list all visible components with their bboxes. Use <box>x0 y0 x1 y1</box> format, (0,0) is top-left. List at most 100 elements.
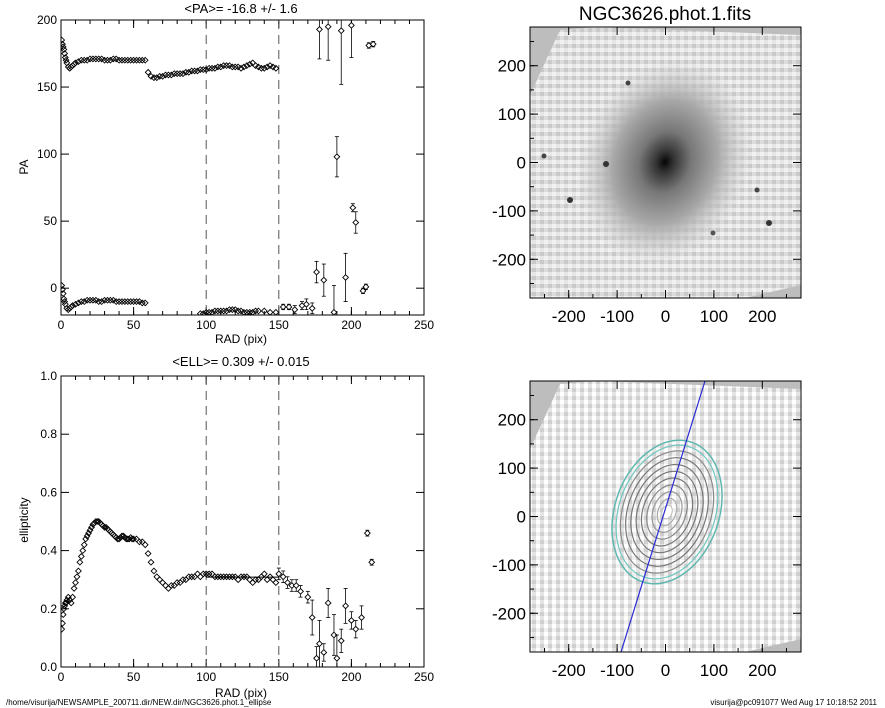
data-point <box>80 298 88 306</box>
data-point <box>308 304 316 312</box>
data-point <box>255 307 262 315</box>
ellipticity-panel: <ELL>= 0.309 +/- 0.015 ellipticity RAD (… <box>17 354 434 700</box>
x-tick-label: 200 <box>341 670 361 684</box>
data-point <box>185 68 193 76</box>
data-point <box>77 552 85 560</box>
data-point <box>363 529 371 537</box>
data-point <box>135 56 143 64</box>
data-point <box>313 654 320 662</box>
data-point <box>199 570 207 578</box>
data-point <box>83 56 91 64</box>
star <box>603 161 609 167</box>
y-tick-label: 100 <box>498 105 526 124</box>
data-point <box>130 56 138 64</box>
data-point <box>217 573 225 581</box>
star <box>766 220 772 226</box>
data-point <box>173 70 181 78</box>
data-point <box>130 535 138 543</box>
data-point <box>304 593 312 601</box>
data-point <box>223 307 230 315</box>
y-tick-label: 100 <box>37 147 57 161</box>
data-point <box>220 307 228 315</box>
data-point <box>320 649 328 656</box>
data-point <box>313 268 320 276</box>
data-point <box>138 56 146 64</box>
data-point <box>352 625 360 633</box>
data-point <box>225 573 233 581</box>
data-point <box>188 67 196 75</box>
data-point <box>72 579 79 587</box>
data-point <box>240 63 248 71</box>
star <box>625 80 631 86</box>
data-point <box>352 219 360 226</box>
pa-xlabel: RAD (pix) <box>215 332 267 346</box>
data-point <box>243 308 251 315</box>
plot-area <box>61 376 376 667</box>
y-tick-label: 200 <box>498 57 526 76</box>
data-point <box>141 56 149 64</box>
data-point <box>246 576 254 584</box>
data-point <box>167 582 175 589</box>
data-point <box>240 308 248 315</box>
data-point <box>133 56 140 64</box>
data-point <box>74 299 82 307</box>
data-point <box>138 299 146 307</box>
data-point <box>196 310 204 315</box>
y-tick-label: 100 <box>498 459 526 478</box>
data-point <box>114 535 122 543</box>
data-point <box>74 567 82 575</box>
data-point <box>144 68 152 76</box>
y-tick-label: 0 <box>517 154 526 173</box>
data-point <box>342 602 350 610</box>
data-point <box>62 56 70 64</box>
data-point <box>95 298 103 306</box>
y-tick-label: 0 <box>517 508 526 527</box>
data-point <box>150 567 158 575</box>
x-tick-label: 100 <box>700 307 728 326</box>
x-tick-label: 250 <box>414 318 434 332</box>
data-point <box>292 582 300 589</box>
x-tick-label: -200 <box>552 661 586 680</box>
x-tick-label: 200 <box>748 661 776 680</box>
data-point <box>342 274 350 281</box>
data-point <box>118 298 126 306</box>
data-point <box>234 576 242 584</box>
x-tick-label: 0 <box>661 307 670 326</box>
star <box>541 153 547 159</box>
data-point <box>237 573 245 581</box>
data-point <box>199 66 207 74</box>
data-point <box>279 573 287 581</box>
data-point <box>194 570 201 578</box>
star <box>567 197 573 203</box>
data-point <box>240 573 248 581</box>
data-point <box>217 63 225 71</box>
star <box>754 187 760 193</box>
galaxy-light <box>577 59 753 265</box>
data-point <box>179 576 187 584</box>
data-point <box>194 67 201 75</box>
data-point <box>330 308 338 315</box>
data-point <box>297 587 305 595</box>
data-point <box>170 70 178 78</box>
data-point <box>266 308 274 315</box>
data-point <box>61 46 68 53</box>
data-point <box>124 298 132 306</box>
data-point <box>104 296 111 304</box>
data-point <box>159 72 167 80</box>
data-point <box>106 56 114 64</box>
y-tick-label: 200 <box>37 13 57 27</box>
data-point <box>337 27 345 35</box>
x-tick-label: 100 <box>196 318 216 332</box>
data-point <box>80 56 88 64</box>
data-point <box>185 573 193 581</box>
data-point <box>61 625 66 633</box>
data-point <box>333 654 341 662</box>
data-point <box>133 298 140 306</box>
data-point <box>214 573 222 581</box>
data-point <box>260 570 268 578</box>
x-tick-label: 0 <box>58 670 65 684</box>
data-point <box>179 70 187 78</box>
data-point <box>104 56 111 64</box>
ell-title: <ELL>= 0.309 +/- 0.015 <box>172 354 309 369</box>
